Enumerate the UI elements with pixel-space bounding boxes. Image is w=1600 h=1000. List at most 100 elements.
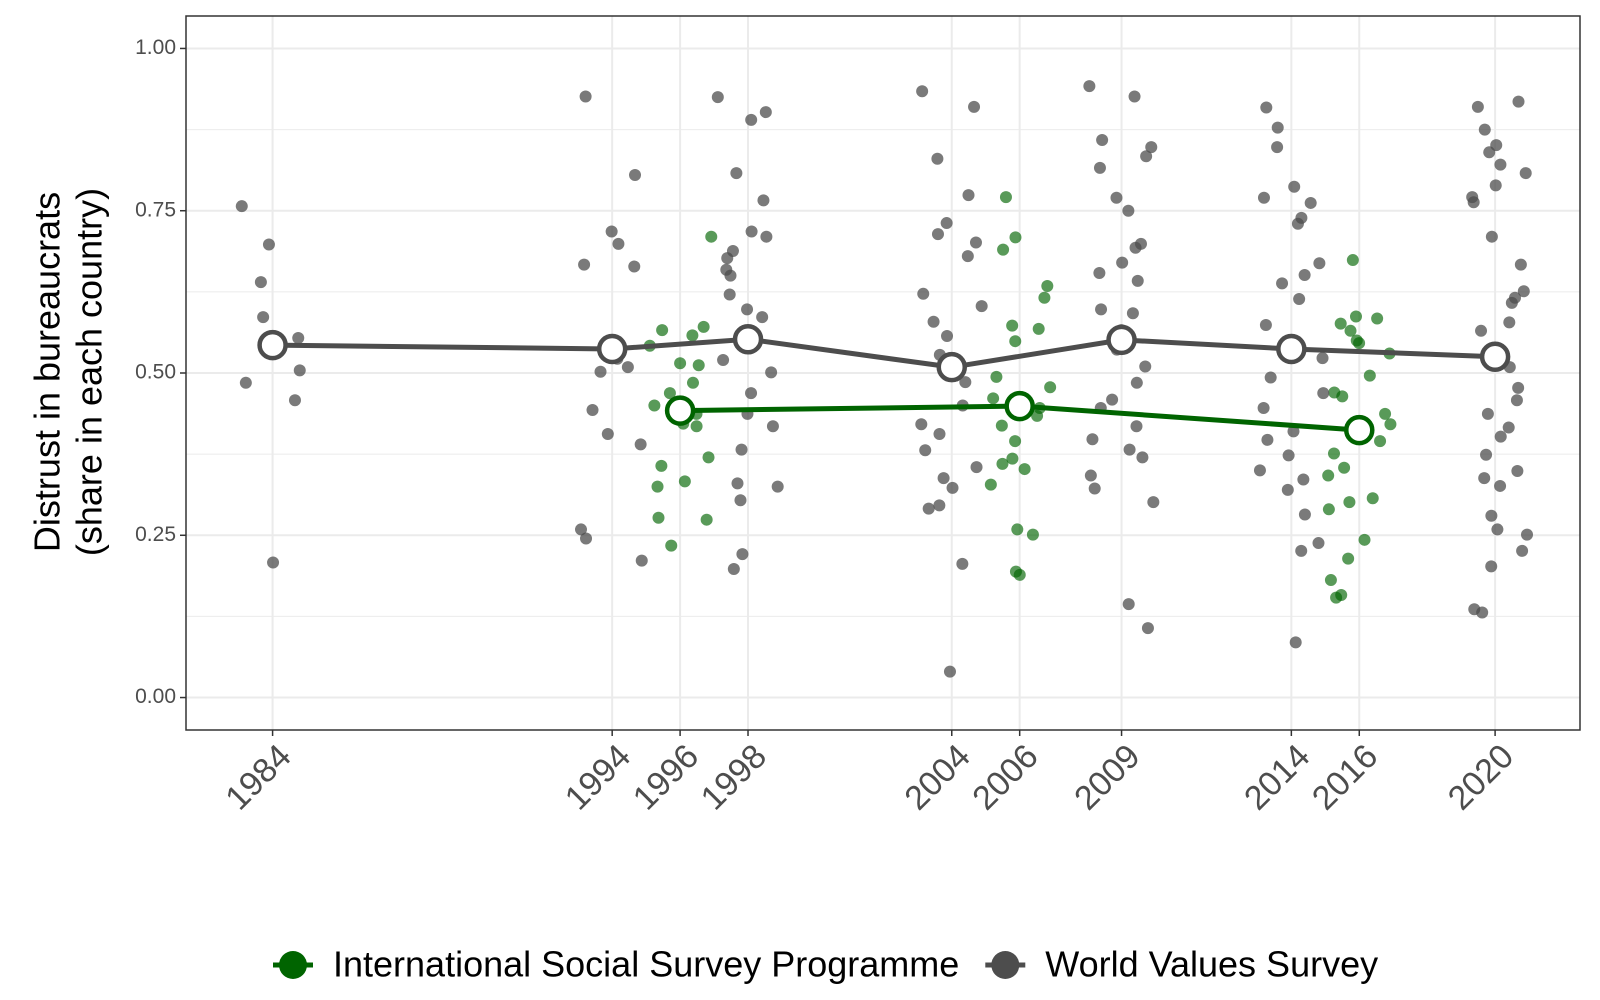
country-point [697,320,710,333]
country-point [721,252,734,265]
country-point [996,457,1009,470]
country-point [257,311,270,324]
country-point [1026,528,1039,541]
country-point [1291,217,1304,230]
country-point [648,399,661,412]
mean-point [936,351,968,383]
mean-point [664,395,696,426]
country-point [941,330,954,343]
country-point [933,499,946,512]
country-point [1147,496,1160,509]
country-point [1130,376,1143,389]
country-point [621,361,634,374]
country-point [757,194,770,207]
country-point [1032,322,1045,335]
country-point [745,113,758,126]
country-point [1353,337,1366,350]
country-point [1086,433,1099,446]
country-point [700,513,713,526]
country-point [1512,95,1525,108]
country-point [931,228,944,241]
country-point [933,428,946,441]
country-point [946,481,959,494]
country-point [1322,469,1335,482]
country-point [235,200,248,213]
country-point [1371,312,1384,325]
country-point [1494,430,1507,443]
mean-point [1344,414,1375,446]
country-point [1041,280,1054,293]
country-point [656,324,669,337]
country-point [1038,291,1051,304]
country-point [1009,435,1022,448]
country-points [235,80,1534,678]
y-tick-label: 0.50 [135,361,176,384]
country-point [1379,407,1392,420]
country-point [1478,123,1491,136]
legend-key-point [991,951,1020,979]
y-tick-label: 0.00 [135,685,176,708]
country-point [730,167,743,180]
country-point [1494,479,1507,492]
country-point [927,315,940,328]
country-point [1485,230,1498,243]
country-point [1485,560,1498,573]
country-point [735,443,748,456]
country-point [1093,161,1106,174]
country-point [970,461,983,474]
country-point [612,237,625,250]
country-point [745,387,758,400]
country-point [745,225,758,238]
country-point [579,90,592,103]
country-point [1093,267,1106,280]
country-point [1343,496,1356,509]
country-point [736,548,749,561]
country-point [756,311,769,324]
x-tick-label: 1984 [218,737,298,817]
country-point [686,329,699,342]
country-point [702,451,715,464]
country-point [1344,324,1357,337]
country-point [1271,141,1284,154]
country-point [1519,167,1532,180]
country-point [931,152,944,165]
country-point [771,480,784,493]
country-point [635,554,648,567]
country-point [962,189,975,202]
x-tick-label: 1998 [694,737,774,817]
country-point [629,169,642,182]
country-point [293,364,306,377]
country-point [1475,324,1488,337]
country-point [1129,241,1142,254]
country-point [765,366,778,379]
country-point [665,539,678,552]
country-point [741,303,754,316]
country-point [917,287,930,300]
country-point [760,230,773,243]
country-point [995,419,1008,432]
country-point [1282,449,1295,462]
country-point [1009,335,1022,348]
country-point [1514,258,1527,271]
x-tick-label: 1996 [626,737,706,817]
country-point [239,376,252,389]
country-point [690,420,703,433]
country-point [1116,256,1129,269]
country-point [1342,552,1355,565]
country-point [1511,465,1524,478]
country-point [731,477,744,490]
country-point [575,523,588,536]
country-point [1330,591,1343,604]
country-point [959,376,972,389]
country-point [1013,568,1026,581]
series-lines [257,323,1511,446]
x-tick-label: 2014 [1237,737,1317,817]
country-point [1516,544,1529,557]
country-point [651,480,664,493]
country-point [1096,133,1109,146]
country-point [919,444,932,457]
country-point [262,238,275,251]
country-point [1295,544,1308,557]
country-point [1253,464,1266,477]
